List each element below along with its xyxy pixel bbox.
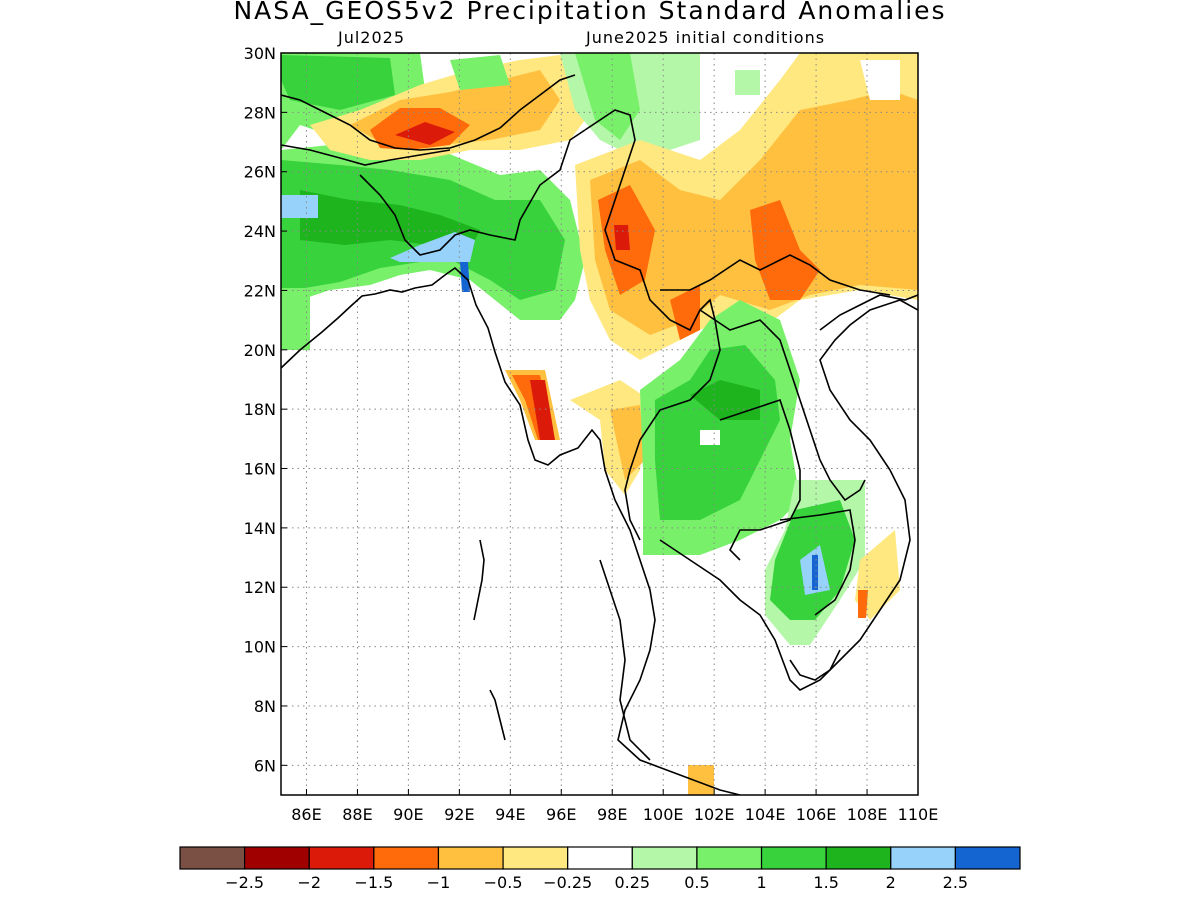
map-title: NASA_GEOS5v2 Precipitation Standard Anom… <box>233 0 947 25</box>
longitude-tick-labels: 86E 88E 90E 92E 94E 96E 98E 100E 102E 104E 106E 108… <box>291 789 938 824</box>
colorbar-swatch <box>437 846 504 870</box>
colorbar-swatch <box>760 846 827 870</box>
lat-tick-label: 16N <box>244 460 276 479</box>
anomaly-region-dry <box>858 590 868 618</box>
colorbar-swatch <box>696 846 763 870</box>
colorbar <box>179 846 1021 870</box>
lat-tick-label: 22N <box>244 281 276 300</box>
anomaly-region-wet <box>300 190 480 250</box>
border-bangladesh <box>359 129 586 256</box>
nicobar-islands <box>489 689 506 741</box>
anomaly-shading <box>281 53 918 795</box>
lon-tick-label: 92E <box>444 805 474 824</box>
malay-peninsula <box>599 559 651 761</box>
colorbar-swatch <box>954 846 1021 870</box>
colorbar-label: 0.5 <box>684 873 709 892</box>
colorbar-label: −1 <box>427 873 451 892</box>
lat-tick-label: 24N <box>244 222 276 241</box>
anomaly-region-wet <box>575 53 640 140</box>
colorbar-swatch <box>373 846 440 870</box>
lon-tick-label: 96E <box>546 805 576 824</box>
initial-conditions-label: June2025 initial conditions <box>586 28 826 47</box>
lon-tick-label: 106E <box>796 805 837 824</box>
colorbar-swatch <box>308 846 375 870</box>
anomaly-region-dry <box>614 225 630 250</box>
latitude-tick-labels: 6N 8N 10N 12N 14N 16N 18N 20N 22N 24N 26N 28N 30N <box>244 44 287 775</box>
colorbar-swatch <box>631 846 698 870</box>
colorbar-label: 1.5 <box>813 873 838 892</box>
forecast-month-label: Jul2025 <box>338 28 406 47</box>
coastline-vietnam-north <box>819 294 918 331</box>
lat-tick-label: 20N <box>244 341 276 360</box>
colorbar-label: 1 <box>756 873 766 892</box>
lon-tick-label: 86E <box>291 805 321 824</box>
lat-tick-label: 10N <box>244 638 276 657</box>
colorbar-labels: −2.5 −2 −1.5 −1 −0.5 −0.25 0.25 0.5 1 1.5 2 2.5 <box>225 873 968 892</box>
coastlines <box>281 74 918 795</box>
colorbar-label: −0.25 <box>543 873 592 892</box>
map-frame <box>280 52 919 796</box>
colorbar-label: −2 <box>297 873 321 892</box>
colorbar-swatch <box>825 846 892 870</box>
anomaly-region-wet <box>450 55 510 90</box>
colorbar-label: 0.25 <box>614 873 650 892</box>
anomaly-region-wet <box>690 380 760 420</box>
lat-tick-label: 18N <box>244 400 276 419</box>
lon-tick-label: 100E <box>643 805 684 824</box>
colorbar-swatch <box>567 846 633 870</box>
colorbar-swatch <box>502 846 569 870</box>
lon-tick-label: 110E <box>898 805 939 824</box>
lat-tick-label: 14N <box>244 519 276 538</box>
colorbar-label: −2.5 <box>225 873 264 892</box>
lat-tick-label: 12N <box>244 578 276 597</box>
anomaly-region-dry <box>750 200 820 300</box>
lon-tick-label: 94E <box>495 805 525 824</box>
colorbar-label: 2.5 <box>943 873 968 892</box>
anomaly-region-wet <box>735 70 760 95</box>
mekong-delta <box>789 649 841 681</box>
lat-tick-label: 6N <box>254 756 276 775</box>
coastline-india-east <box>281 266 741 795</box>
anomaly-region-wet <box>281 290 310 350</box>
colorbar-swatch <box>244 846 310 870</box>
lat-tick-label: 26N <box>244 163 276 182</box>
border-china-south <box>660 254 891 296</box>
anomaly-region-wet <box>812 555 818 590</box>
lon-tick-label: 90E <box>393 805 423 824</box>
anomaly-region-dry <box>395 122 455 145</box>
lon-tick-label: 108E <box>847 805 888 824</box>
lon-tick-label: 102E <box>694 805 735 824</box>
lon-tick-label: 88E <box>342 805 372 824</box>
anomaly-region-dry <box>688 765 714 795</box>
anomaly-region-dry <box>610 405 645 480</box>
colorbar-label: 2 <box>886 873 896 892</box>
lat-tick-label: 28N <box>244 103 276 122</box>
colorbar-swatch <box>179 846 246 870</box>
coastline-gulf-of-thailand <box>659 299 918 691</box>
anomaly-region-wet <box>281 55 395 110</box>
andaman-islands <box>473 539 485 621</box>
border-india-south-himalaya <box>281 144 451 166</box>
border-myanmar <box>584 109 721 541</box>
anomaly-region-wet <box>860 60 900 100</box>
colorbar-label: −1.5 <box>354 873 393 892</box>
colorbar-label: −0.5 <box>484 873 523 892</box>
anomaly-region-wet <box>390 232 475 262</box>
anomaly-region-wet <box>700 430 720 445</box>
anomaly-region-wet <box>281 195 318 218</box>
lat-tick-label: 30N <box>244 44 276 63</box>
lat-tick-label: 8N <box>254 697 276 716</box>
border-himalaya <box>281 74 576 151</box>
border-cambodia-vietnam <box>779 509 856 616</box>
border-laos-thailand <box>699 309 866 502</box>
anomaly-region-dry <box>530 380 555 440</box>
border-thailand-cambodia <box>719 398 801 561</box>
lon-tick-label: 98E <box>597 805 627 824</box>
lon-tick-label: 104E <box>745 805 786 824</box>
colorbar-swatch <box>890 846 956 870</box>
